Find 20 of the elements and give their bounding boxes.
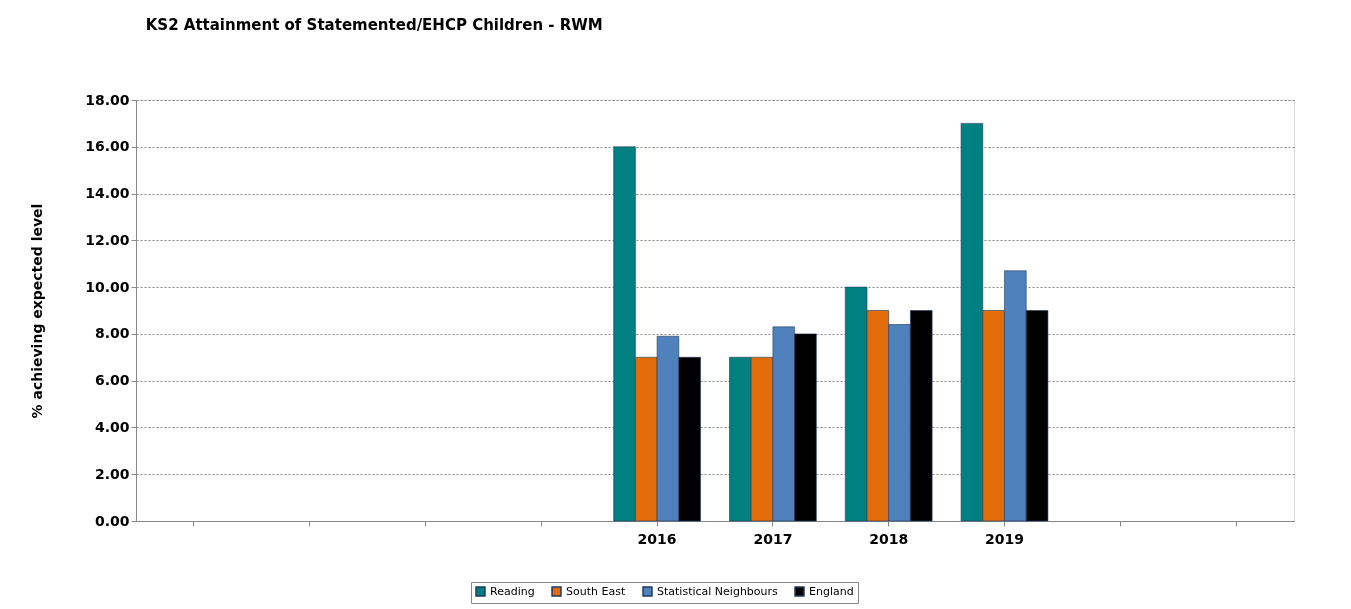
x-tick-label: 2018	[869, 530, 909, 547]
y-tick-label: 4.00	[94, 418, 130, 435]
y-tick-label: 10.00	[85, 278, 130, 295]
legend-label: England	[809, 584, 854, 598]
legend-label: South East	[566, 584, 626, 598]
y-tick-label: 2.00	[94, 465, 130, 482]
chart-title: KS2 Attainment of Statemented/EHCP Children - RWM	[145, 16, 603, 34]
y-tick-label: 8.00	[94, 325, 130, 342]
legend-label: Reading	[490, 584, 535, 598]
y-tick-label: 0.00	[94, 512, 130, 529]
x-tick-label: 2019	[985, 530, 1024, 547]
y-axis-title: % achieving expected level	[29, 203, 46, 419]
y-tick-label: 14.00	[85, 185, 130, 202]
y-tick-label: 18.00	[85, 91, 130, 108]
y-tick-label: 12.00	[85, 231, 130, 248]
x-tick-label: 2017	[753, 530, 793, 547]
y-tick-label: 6.00	[94, 372, 130, 389]
y-tick-label: 16.00	[85, 138, 130, 155]
legend-label: Statistical Neighbours	[657, 584, 779, 598]
x-tick-label: 2016	[637, 530, 677, 547]
